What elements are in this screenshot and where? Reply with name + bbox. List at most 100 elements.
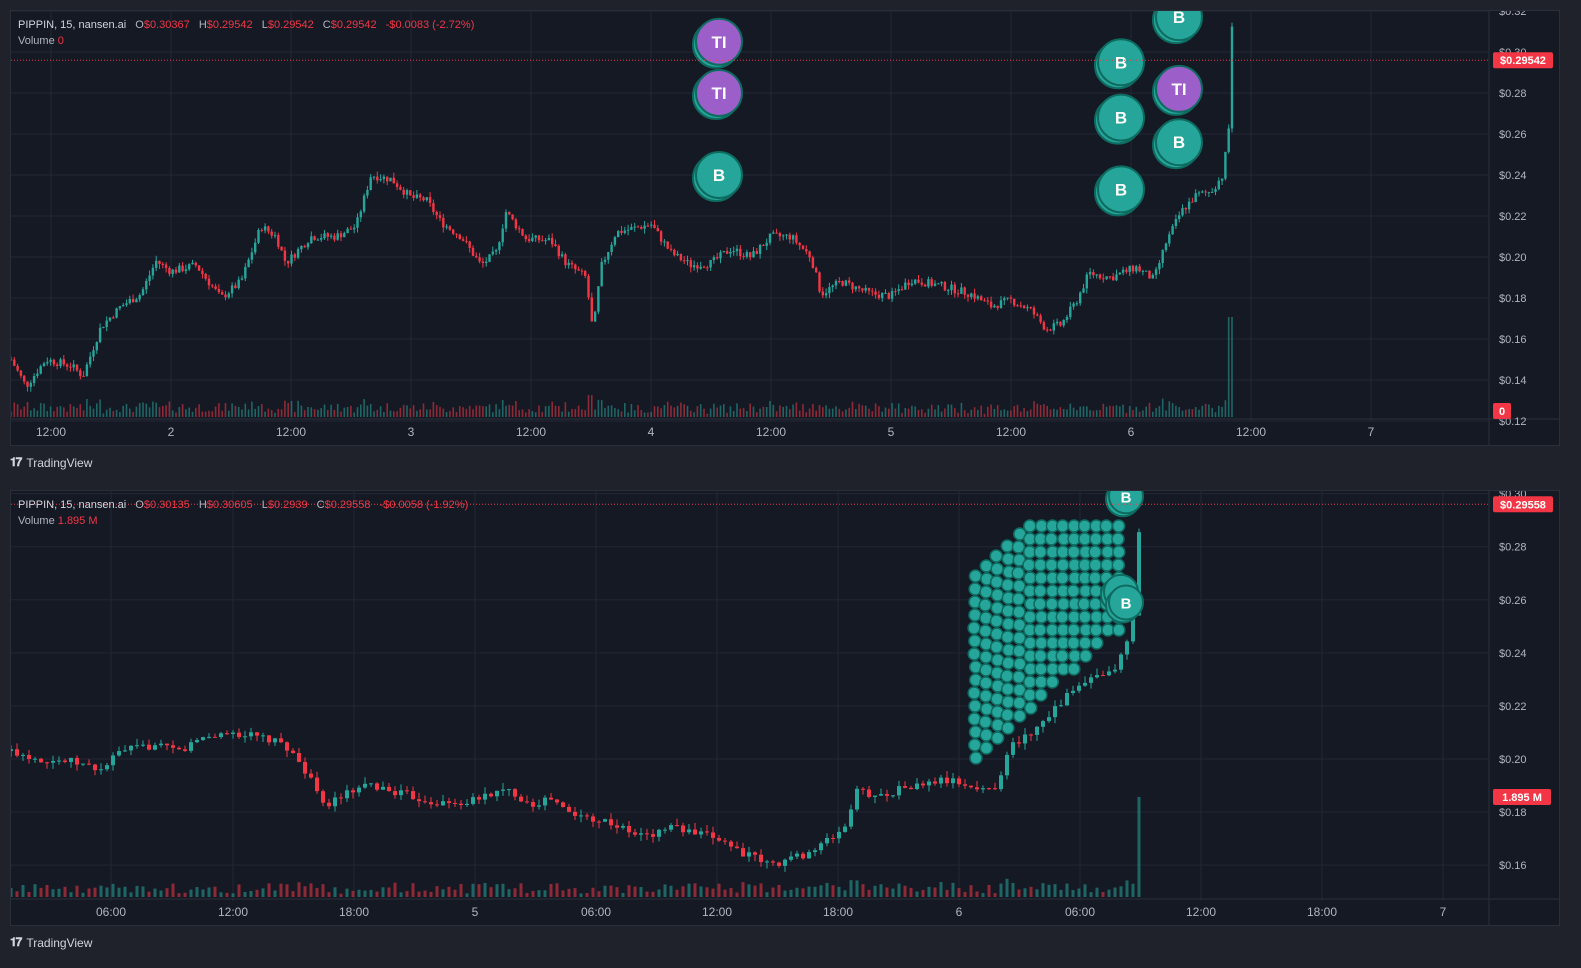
- volume-bar: [330, 404, 332, 417]
- candle-body: [485, 261, 488, 264]
- volume-bar: [1013, 406, 1015, 417]
- volume-bar: [567, 411, 570, 417]
- volume-bar: [1033, 401, 1035, 417]
- volume-bar: [1029, 409, 1032, 417]
- candle-body: [323, 233, 326, 239]
- candle-body: [267, 735, 271, 743]
- change-value: -$0.0058 (-1.92%): [379, 499, 469, 511]
- chart-canvas-bottom[interactable]: $0.30 $0.28 $0.26 $0.24 $0.22 $0.20 $0.18 $0.16…: [11, 491, 1559, 925]
- candle-body: [818, 272, 821, 292]
- volume-bar: [333, 409, 336, 417]
- volume-bar: [511, 405, 514, 417]
- close-value: $0.29542: [330, 19, 377, 31]
- volume-bar: [534, 412, 537, 417]
- candle-body: [993, 305, 996, 308]
- chart-panel-bottom[interactable]: $0.30 $0.28 $0.26 $0.24 $0.22 $0.20 $0.18 $0.16…: [10, 490, 1560, 926]
- candle-body: [405, 790, 409, 792]
- volume-bar: [356, 407, 359, 417]
- volume-bar: [597, 399, 600, 417]
- volume-bar: [254, 408, 256, 417]
- candle-body: [329, 235, 333, 237]
- volume-bar: [507, 889, 511, 897]
- candle-body: [716, 257, 719, 259]
- volume-bar: [273, 890, 277, 897]
- y-tick-label: $0.26: [1499, 595, 1527, 607]
- volume-bar: [729, 887, 733, 897]
- buy-dot: [979, 585, 993, 599]
- chart-canvas-top[interactable]: $0.32$0.30$0.28$0.26$0.24$0.22$0.20$0.18…: [11, 11, 1559, 445]
- buy-dot: [969, 751, 983, 765]
- volume-bar: [1020, 411, 1022, 417]
- candle-body: [917, 279, 920, 283]
- candle-body: [696, 265, 699, 269]
- candle-body: [673, 249, 676, 256]
- open-value: $0.30135: [143, 499, 190, 511]
- chart-panel-top[interactable]: $0.32$0.30$0.28$0.26$0.24$0.22$0.20$0.18…: [10, 10, 1560, 446]
- volume-bar: [1145, 406, 1147, 417]
- candle-body: [234, 285, 237, 289]
- volume-bar: [904, 407, 907, 417]
- volume-bar: [921, 409, 923, 417]
- candle-body: [1092, 271, 1095, 276]
- volume-bar: [706, 413, 709, 417]
- volume-bar: [125, 403, 128, 417]
- volume-bar: [399, 407, 402, 417]
- candle-body: [254, 242, 257, 253]
- tradingview-brand[interactable]: 𝟏𝟕 TradingView: [10, 935, 92, 950]
- candle-body: [1035, 726, 1039, 735]
- candle-body: [207, 278, 211, 286]
- candle-body: [423, 801, 427, 803]
- candle-body: [943, 282, 947, 291]
- volume-bar: [1208, 404, 1210, 417]
- candle-body: [765, 861, 769, 863]
- candle-body: [1089, 677, 1093, 683]
- candle-body: [851, 282, 854, 290]
- volume-bar: [759, 408, 761, 417]
- x-tick-label: 5: [888, 425, 895, 439]
- volume-bar: [741, 882, 745, 897]
- volume-bar: [429, 409, 431, 417]
- volume-bar: [647, 412, 649, 417]
- volume-bar: [603, 885, 607, 897]
- candle-body: [184, 269, 188, 272]
- volume-bar: [747, 884, 751, 897]
- candle-body: [567, 262, 570, 266]
- candle-body: [722, 251, 725, 253]
- tradingview-brand[interactable]: 𝟏𝟕 TradingView: [10, 455, 92, 470]
- candle-body: [171, 269, 174, 274]
- buy-dot: [968, 569, 983, 583]
- volume-bar: [389, 410, 392, 417]
- buy-dot: [1000, 669, 1014, 683]
- candle-body: [1036, 314, 1039, 316]
- candle-body: [201, 270, 204, 274]
- volume-bar: [1135, 406, 1138, 417]
- candle-body: [815, 267, 818, 273]
- volume-bar: [15, 891, 19, 897]
- volume-bar: [243, 892, 247, 897]
- candle-body: [135, 745, 139, 747]
- volume-bar: [630, 403, 633, 417]
- volume-tag: 1.895 M: [1502, 792, 1542, 804]
- buy-dot: [1034, 662, 1048, 676]
- volume-bar: [417, 891, 421, 897]
- candle-body: [435, 211, 438, 216]
- buy-dot: [1045, 675, 1060, 689]
- candles: [11, 22, 1234, 392]
- volume-bar: [934, 409, 936, 417]
- volume-bar: [310, 407, 313, 417]
- candle-body: [345, 790, 349, 799]
- volume-bar: [585, 893, 589, 897]
- open-label: O: [135, 19, 144, 31]
- volume-bar: [769, 401, 771, 417]
- candle-body: [326, 233, 329, 237]
- candle-body: [841, 281, 844, 286]
- volume-bar: [873, 885, 877, 897]
- buy-dot: [1023, 688, 1037, 702]
- volume-bar: [363, 399, 365, 417]
- candle-body: [593, 311, 597, 322]
- volume-bar: [1128, 405, 1131, 417]
- candle-body: [1017, 742, 1021, 744]
- buy-dot: [1088, 597, 1103, 611]
- volume-bar: [1016, 404, 1019, 417]
- volume-bar: [879, 884, 883, 897]
